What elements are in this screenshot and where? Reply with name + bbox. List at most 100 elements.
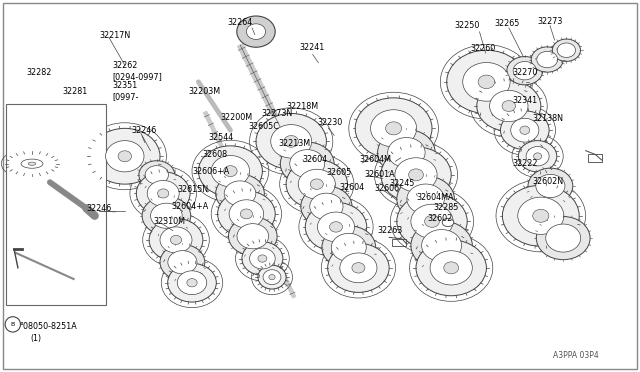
Text: 32601A: 32601A: [365, 170, 396, 179]
Text: 32605: 32605: [326, 169, 351, 177]
Circle shape: [5, 317, 20, 332]
Ellipse shape: [478, 75, 495, 89]
Ellipse shape: [237, 224, 269, 249]
Ellipse shape: [310, 179, 323, 189]
Ellipse shape: [397, 193, 467, 249]
Text: 32246: 32246: [86, 204, 111, 213]
Ellipse shape: [531, 47, 563, 72]
Ellipse shape: [241, 209, 252, 219]
Ellipse shape: [242, 242, 283, 275]
Ellipse shape: [340, 253, 377, 283]
Text: 32265: 32265: [494, 19, 520, 28]
Ellipse shape: [106, 141, 144, 172]
Ellipse shape: [355, 98, 432, 159]
Ellipse shape: [416, 240, 486, 296]
Ellipse shape: [330, 222, 342, 232]
Ellipse shape: [317, 212, 355, 242]
Ellipse shape: [528, 168, 573, 204]
Ellipse shape: [218, 191, 275, 237]
Ellipse shape: [258, 255, 267, 262]
Text: 32544: 32544: [208, 133, 233, 142]
Ellipse shape: [216, 174, 264, 213]
Ellipse shape: [444, 262, 459, 274]
Text: 32250: 32250: [454, 21, 480, 30]
Text: 32213M: 32213M: [278, 139, 310, 148]
Ellipse shape: [142, 196, 191, 235]
Ellipse shape: [463, 62, 510, 101]
Ellipse shape: [258, 265, 286, 289]
Ellipse shape: [246, 24, 266, 39]
Text: 32273N: 32273N: [261, 109, 292, 118]
Text: 32246: 32246: [131, 126, 156, 135]
Ellipse shape: [198, 146, 262, 196]
Text: 32282: 32282: [27, 68, 52, 77]
Text: 32200M: 32200M: [221, 113, 253, 122]
Ellipse shape: [447, 50, 526, 113]
Ellipse shape: [490, 90, 528, 122]
Ellipse shape: [536, 174, 565, 198]
Text: 32241: 32241: [300, 43, 324, 52]
Ellipse shape: [280, 142, 334, 185]
Ellipse shape: [430, 251, 472, 285]
Ellipse shape: [250, 248, 275, 269]
Ellipse shape: [371, 110, 417, 147]
Text: 32608: 32608: [202, 150, 227, 159]
Text: 32604: 32604: [339, 183, 364, 192]
Ellipse shape: [520, 126, 530, 134]
Ellipse shape: [177, 271, 207, 295]
Ellipse shape: [502, 100, 516, 112]
Ellipse shape: [532, 209, 549, 222]
Ellipse shape: [284, 135, 298, 147]
Text: 32285: 32285: [434, 203, 460, 212]
Text: 32602N: 32602N: [532, 177, 564, 186]
Ellipse shape: [298, 169, 335, 199]
Text: 32260: 32260: [470, 44, 495, 53]
Text: [0294-0997]: [0294-0997]: [112, 72, 162, 81]
Ellipse shape: [332, 233, 366, 262]
Ellipse shape: [187, 279, 197, 287]
Ellipse shape: [526, 147, 549, 166]
Text: 32604MA: 32604MA: [416, 193, 454, 202]
Ellipse shape: [477, 81, 541, 131]
Text: A3PPA 03P4: A3PPA 03P4: [553, 351, 598, 360]
Ellipse shape: [518, 141, 557, 172]
Ellipse shape: [546, 224, 580, 252]
Text: 32203M: 32203M: [189, 87, 221, 96]
Ellipse shape: [168, 263, 216, 302]
Text: 32263: 32263: [378, 226, 403, 235]
Ellipse shape: [322, 226, 376, 269]
Ellipse shape: [90, 128, 160, 184]
Text: 32341: 32341: [512, 96, 537, 105]
Ellipse shape: [537, 51, 557, 68]
Ellipse shape: [147, 180, 179, 206]
Ellipse shape: [534, 153, 541, 160]
Text: °08050-8251A: °08050-8251A: [19, 322, 77, 331]
Ellipse shape: [224, 166, 237, 177]
Ellipse shape: [422, 230, 461, 262]
Ellipse shape: [407, 184, 444, 214]
Text: 32606: 32606: [374, 185, 399, 193]
Text: 32604M: 32604M: [360, 155, 392, 164]
Text: 32264: 32264: [227, 18, 252, 27]
Ellipse shape: [28, 162, 36, 165]
Ellipse shape: [269, 275, 275, 280]
Ellipse shape: [224, 181, 256, 206]
Ellipse shape: [507, 57, 543, 85]
Ellipse shape: [395, 158, 437, 192]
Text: 32281: 32281: [63, 87, 88, 96]
Ellipse shape: [160, 227, 192, 253]
Text: 32217N: 32217N: [99, 31, 131, 40]
Ellipse shape: [442, 218, 454, 227]
Text: B: B: [11, 322, 15, 327]
Ellipse shape: [411, 204, 453, 238]
Bar: [392, 239, 406, 246]
Ellipse shape: [557, 43, 575, 58]
Ellipse shape: [290, 150, 324, 178]
Bar: [6, 104, 106, 305]
Ellipse shape: [502, 185, 579, 246]
Ellipse shape: [145, 166, 168, 184]
Ellipse shape: [397, 176, 454, 222]
Ellipse shape: [388, 138, 425, 167]
Text: 32615N: 32615N: [178, 185, 209, 194]
Ellipse shape: [149, 218, 203, 262]
